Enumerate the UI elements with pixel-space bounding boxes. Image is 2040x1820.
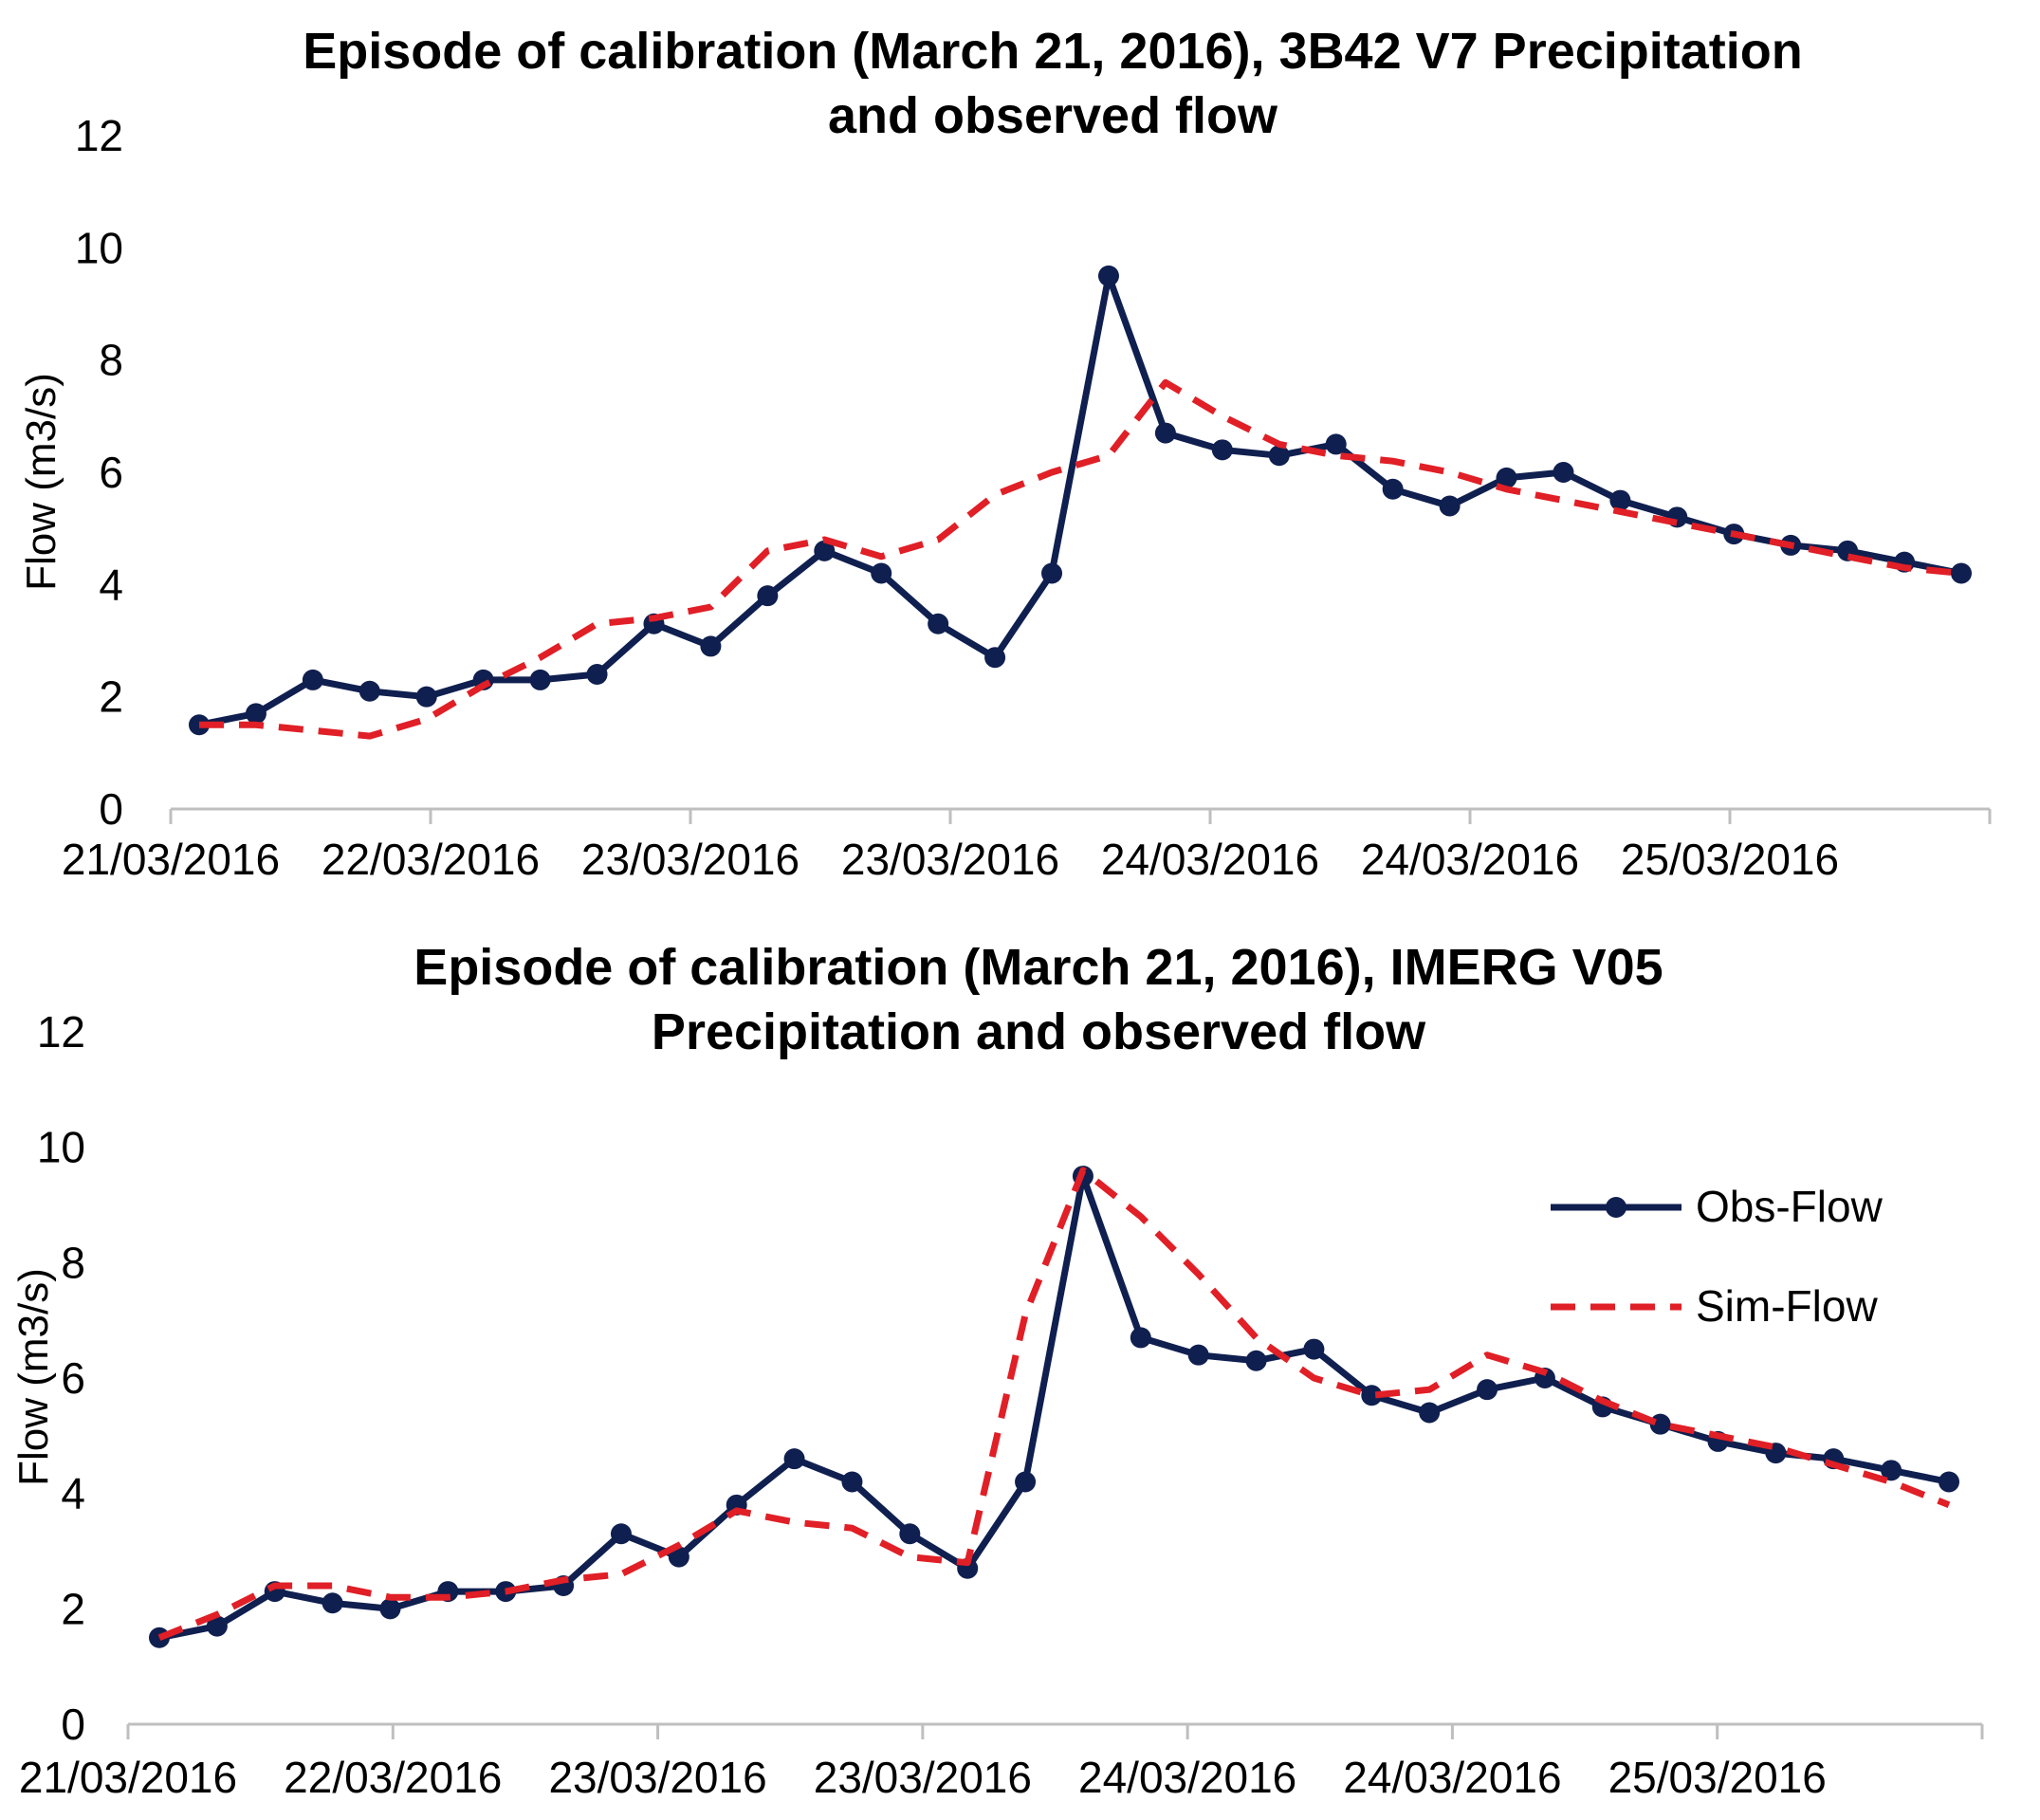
x-ticks: 21/03/2016 22/03/2016 23/03/2016 23/03/2016…	[62, 809, 1992, 884]
data-point-obs-flow	[783, 1448, 805, 1470]
y-ticks: 0 2 4 6 8 10 12	[37, 1007, 85, 1749]
data-point-obs-flow	[928, 613, 949, 634]
data-point-obs-flow	[1245, 1350, 1267, 1371]
data-point-obs-flow	[1609, 489, 1631, 511]
x-ticks: 21/03/2016 22/03/2016 23/03/2016 23/03/2016…	[19, 1724, 1984, 1802]
data-point-obs-flow	[1268, 445, 1290, 467]
y-tick-label: 2	[61, 1584, 85, 1633]
legend-sim-label: Sim-Flow	[1696, 1281, 1878, 1331]
data-point-obs-flow	[358, 680, 380, 702]
data-point-obs-flow	[245, 703, 266, 725]
chart-imerg-v05: Episode of calibration (March 21, 2016),…	[10, 939, 1984, 1802]
y-tick-label: 4	[61, 1469, 85, 1518]
data-point-obs-flow	[1382, 478, 1404, 500]
y-ticks: 0 2 4 6 8 10 12	[75, 111, 123, 834]
x-tick-label: 24/03/2016	[1078, 1753, 1296, 1802]
x-tick-label: 24/03/2016	[1361, 835, 1579, 884]
data-point-obs-flow	[1097, 265, 1119, 286]
x-tick-label: 25/03/2016	[1621, 835, 1839, 884]
data-point-obs-flow	[379, 1598, 401, 1620]
data-point-obs-flow	[1419, 1402, 1441, 1424]
x-tick-label: 23/03/2016	[814, 1753, 1032, 1802]
x-tick-label: 23/03/2016	[581, 835, 799, 884]
y-axis-label: Flow (m3/s)	[10, 1268, 57, 1486]
data-point-obs-flow	[302, 669, 323, 690]
y-tick-label: 12	[75, 111, 123, 160]
series-group	[149, 1166, 1959, 1648]
data-point-obs-flow	[1041, 562, 1063, 584]
x-tick-label: 23/03/2016	[548, 1753, 766, 1802]
series-line-sim-flow	[157, 1167, 1951, 1642]
data-point-obs-flow	[700, 635, 722, 657]
data-point-obs-flow	[1939, 1471, 1959, 1493]
y-tick-label: 8	[99, 336, 123, 385]
y-tick-label: 2	[99, 672, 123, 722]
legend: Obs-Flow Sim-Flow	[1551, 1182, 1884, 1331]
data-point-obs-flow	[871, 562, 892, 584]
data-point-obs-flow	[1439, 495, 1461, 517]
data-point-obs-flow	[899, 1523, 921, 1545]
y-tick-label: 10	[37, 1123, 85, 1172]
y-tick-label: 12	[37, 1007, 85, 1057]
x-tick-label: 24/03/2016	[1343, 1753, 1561, 1802]
y-axis-label: Flow (m3/s)	[18, 373, 64, 591]
data-point-obs-flow	[1881, 1460, 1902, 1481]
x-tick-label: 25/03/2016	[1608, 1753, 1827, 1802]
y-tick-label: 10	[75, 223, 123, 272]
data-point-obs-flow	[668, 1546, 689, 1568]
chart-title-line-2: and observed flow	[828, 87, 1278, 144]
data-point-obs-flow	[1951, 562, 1972, 584]
y-tick-label: 8	[61, 1238, 85, 1287]
data-point-obs-flow	[1325, 433, 1347, 455]
data-point-obs-flow	[415, 686, 437, 708]
series-group	[189, 265, 1972, 740]
data-point-obs-flow	[1130, 1327, 1151, 1349]
data-point-obs-flow	[206, 1615, 228, 1637]
data-point-obs-flow	[529, 669, 551, 690]
data-point-obs-flow	[1154, 422, 1176, 444]
data-point-obs-flow	[1361, 1385, 1383, 1406]
data-point-obs-flow	[1015, 1471, 1037, 1493]
data-point-obs-flow	[1187, 1344, 1209, 1366]
data-point-obs-flow	[984, 647, 1006, 669]
x-tick-label: 22/03/2016	[284, 1753, 502, 1802]
x-tick-label: 21/03/2016	[62, 835, 280, 884]
y-tick-label: 0	[99, 784, 123, 834]
x-tick-label: 22/03/2016	[322, 835, 540, 884]
data-point-obs-flow	[1303, 1338, 1325, 1360]
x-tick-label: 24/03/2016	[1101, 835, 1319, 884]
data-point-obs-flow	[586, 664, 608, 685]
data-point-obs-flow	[1553, 462, 1574, 483]
chart-title-line-2: Precipitation and observed flow	[652, 1003, 1426, 1060]
x-tick-label: 21/03/2016	[19, 1753, 237, 1802]
series-line-sim-flow	[199, 378, 1962, 740]
data-point-obs-flow	[1496, 467, 1517, 488]
legend-obs-marker	[1606, 1197, 1626, 1218]
y-tick-label: 6	[61, 1353, 85, 1403]
data-point-obs-flow	[1211, 439, 1233, 461]
data-point-obs-flow	[814, 540, 836, 561]
y-tick-label: 0	[61, 1700, 85, 1749]
chart-title-line-1: Episode of calibration (March 21, 2016),…	[414, 939, 1663, 996]
chart-3b42-v7: Episode of calibration (March 21, 2016),…	[18, 23, 1992, 884]
data-point-obs-flow	[1477, 1379, 1498, 1401]
chart-title-line-1: Episode of calibration (March 21, 2016),…	[303, 23, 1803, 80]
data-point-obs-flow	[610, 1523, 632, 1545]
y-tick-label: 4	[99, 560, 123, 609]
legend-obs-label: Obs-Flow	[1696, 1182, 1884, 1231]
y-tick-label: 6	[99, 448, 123, 497]
data-point-obs-flow	[757, 585, 779, 607]
data-point-obs-flow	[322, 1592, 343, 1614]
x-tick-label: 23/03/2016	[841, 835, 1059, 884]
data-point-obs-flow	[841, 1471, 863, 1493]
